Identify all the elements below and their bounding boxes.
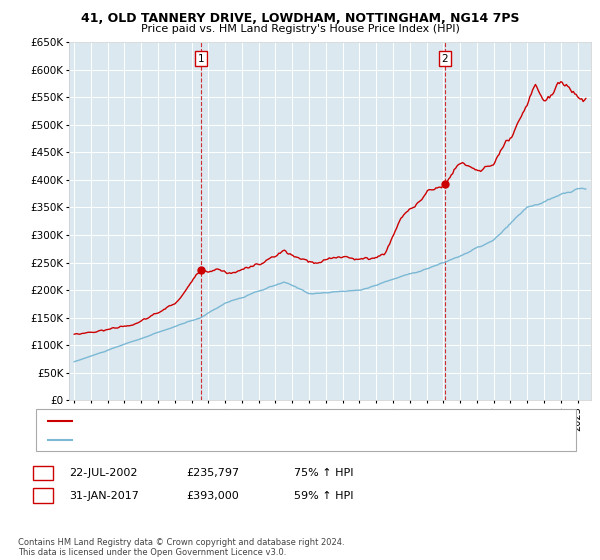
Text: 1: 1 <box>197 54 204 63</box>
Text: 41, OLD TANNERY DRIVE, LOWDHAM, NOTTINGHAM, NG14 7PS (detached house): 41, OLD TANNERY DRIVE, LOWDHAM, NOTTINGH… <box>81 416 477 426</box>
Text: £235,797: £235,797 <box>186 468 239 478</box>
Text: 1: 1 <box>40 468 47 478</box>
Text: Price paid vs. HM Land Registry's House Price Index (HPI): Price paid vs. HM Land Registry's House … <box>140 24 460 34</box>
Text: 22-JUL-2002: 22-JUL-2002 <box>69 468 137 478</box>
Text: 41, OLD TANNERY DRIVE, LOWDHAM, NOTTINGHAM, NG14 7PS: 41, OLD TANNERY DRIVE, LOWDHAM, NOTTINGH… <box>81 12 519 25</box>
Text: 75% ↑ HPI: 75% ↑ HPI <box>294 468 353 478</box>
Text: 59% ↑ HPI: 59% ↑ HPI <box>294 491 353 501</box>
Text: 2: 2 <box>442 54 448 63</box>
Text: £393,000: £393,000 <box>186 491 239 501</box>
Text: 31-JAN-2017: 31-JAN-2017 <box>69 491 139 501</box>
Text: Contains HM Land Registry data © Crown copyright and database right 2024.
This d: Contains HM Land Registry data © Crown c… <box>18 538 344 557</box>
Text: HPI: Average price, detached house, Newark and Sherwood: HPI: Average price, detached house, Newa… <box>81 435 372 445</box>
Text: 2: 2 <box>40 491 47 501</box>
